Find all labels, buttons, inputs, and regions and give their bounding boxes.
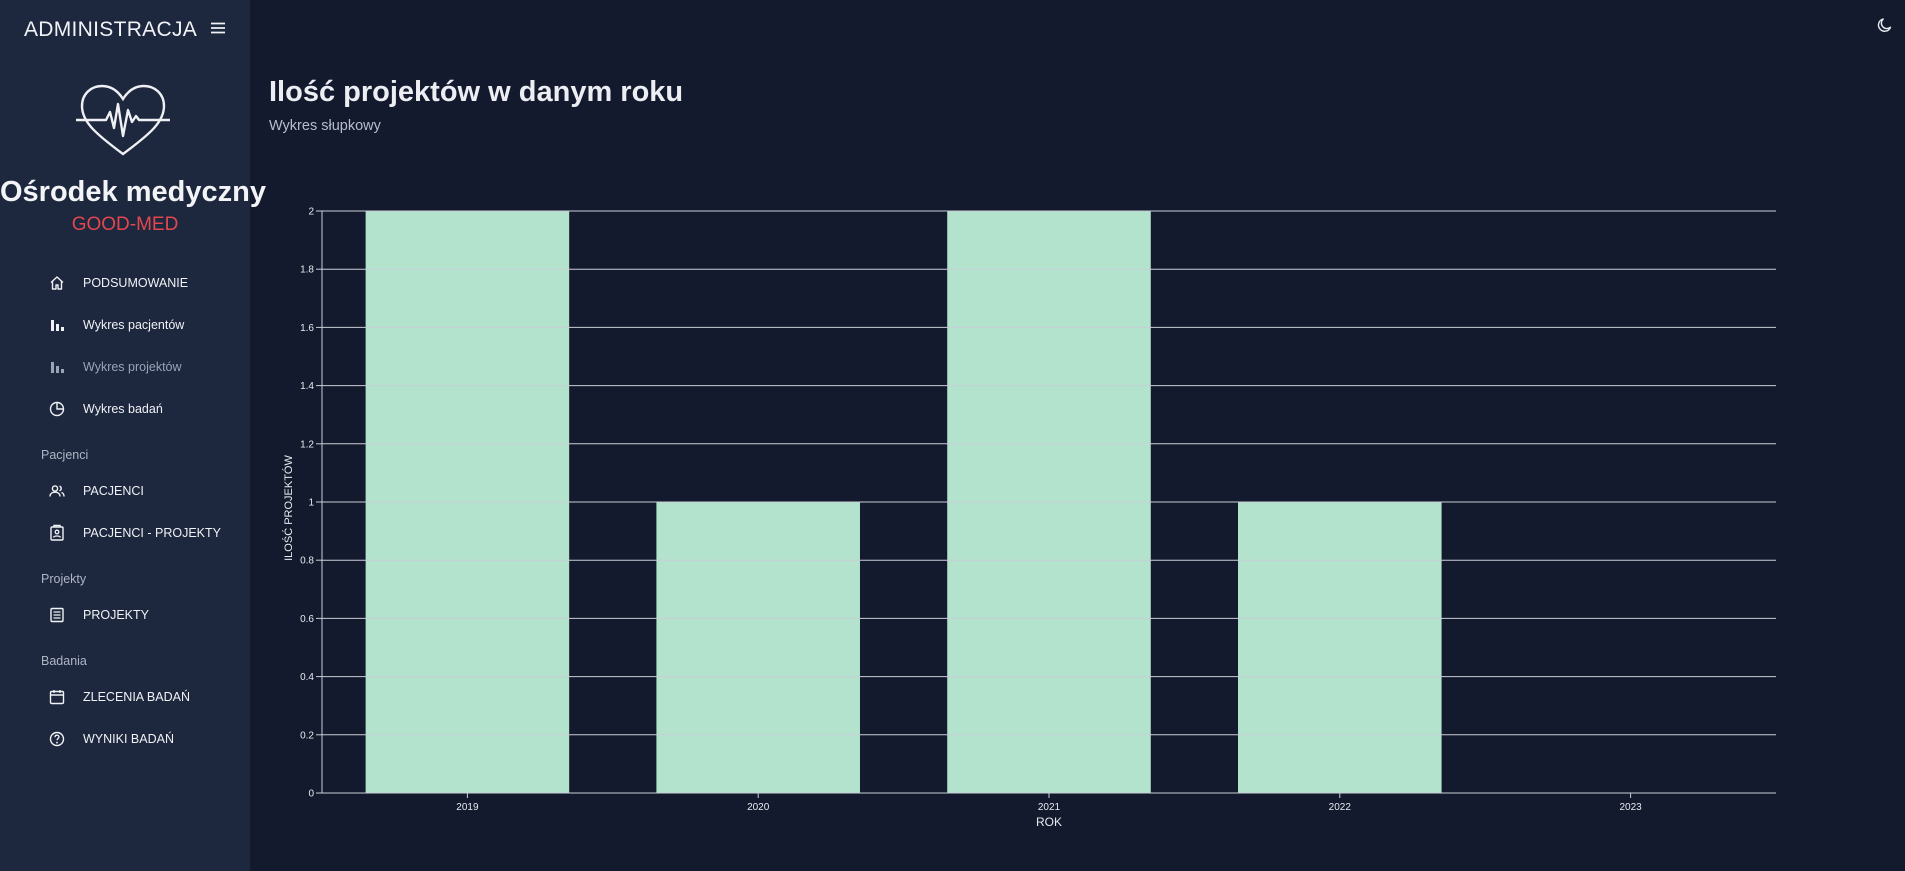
nav-item-zlecenia-badan[interactable]: ZLECENIA BADAŃ: [48, 685, 190, 709]
help-circle-icon: [49, 731, 65, 747]
section-label-badania: Badania: [41, 654, 87, 668]
y-tick-label: 1.8: [300, 265, 314, 276]
x-axis-label: ROK: [1036, 815, 1062, 829]
x-tick-label: 2020: [747, 802, 770, 813]
nav-item-label: Wykres pacjentów: [83, 318, 185, 332]
x-tick-label: 2022: [1329, 802, 1352, 813]
sidebar: ADMINISTRACJA Ośrodek medyczny GOOD-MED …: [0, 0, 266, 871]
pie-chart-icon: [49, 401, 65, 417]
section-label-projekty: Projekty: [41, 572, 87, 586]
x-tick-label: 2023: [1619, 802, 1642, 813]
heart-pulse-logo-icon: [76, 84, 170, 156]
dark-mode-moon-icon[interactable]: [1876, 16, 1894, 34]
nav-item-label: Wykres projektów: [83, 360, 182, 374]
nav-item-wyniki-badan[interactable]: WYNIKI BADAŃ: [48, 727, 174, 751]
y-tick-label: 0.6: [300, 614, 314, 625]
nav-item-label: PACJENCI: [83, 484, 144, 498]
nav-item-label: PACJENCI - PROJEKTY: [83, 526, 221, 540]
nav-item-label: Wykres badań: [83, 402, 163, 416]
nav-item-label: PODSUMOWANIE: [83, 276, 189, 290]
projects-bar-chart: 0 0.2 0.4 0.6 0.8 1 1.2 1.4 1.6 1.8 2 2019 2020 2021 2…: [282, 207, 1776, 829]
page-subtitle: Wykres słupkowy: [269, 118, 381, 134]
home-icon: [50, 276, 64, 290]
y-tick-label: 1.4: [300, 381, 314, 392]
y-tick-label: 1.2: [300, 439, 314, 450]
badge-icon: [50, 524, 64, 541]
bar-2022: [1238, 502, 1442, 793]
y-tick-label: 0: [308, 789, 314, 800]
calendar-icon: [49, 690, 65, 705]
y-tick-label: 1: [308, 498, 314, 509]
nav-item-label: PROJEKTY: [83, 608, 149, 622]
sidebar-title: ADMINISTRACJA: [23, 18, 196, 41]
section-label-pacjenci: Pacjenci: [41, 448, 89, 462]
x-tick-label: 2019: [456, 802, 479, 813]
y-tick-label: 0.4: [300, 672, 314, 683]
y-tick-label: 0.8: [300, 556, 314, 567]
x-tick-label: 2021: [1038, 802, 1061, 813]
sidebar-header: ADMINISTRACJA: [0, 18, 250, 42]
y-tick-label: 0.2: [300, 730, 314, 741]
bar-chart-icon: [51, 362, 64, 373]
nav-item-pacjenci[interactable]: PACJENCI: [48, 479, 144, 503]
bar-2020: [656, 502, 860, 793]
nav-item-label: WYNIKI BADAŃ: [83, 732, 174, 746]
y-axis-label: ILOŚĆ PROJEKTÓW: [282, 455, 295, 561]
menu-icon[interactable]: [210, 16, 226, 40]
nav-item-projekty[interactable]: PROJEKTY: [48, 603, 149, 627]
org-subtitle: GOOD-MED: [71, 214, 179, 235]
y-tick-label: 1.6: [300, 323, 314, 334]
list-icon: [50, 607, 64, 623]
nav-item-wykres-badan[interactable]: Wykres badań: [48, 397, 163, 421]
nav-item-pacjenci-projekty[interactable]: PACJENCI - PROJEKTY: [48, 521, 221, 545]
y-tick-label: 2: [308, 207, 314, 218]
nav-item-wykres-pacjentow[interactable]: Wykres pacjentów: [48, 313, 184, 337]
nav-item-podsumowanie[interactable]: PODSUMOWANIE: [48, 271, 188, 295]
users-icon: [49, 485, 65, 497]
org-name: Ośrodek medyczny: [0, 176, 266, 208]
bar-chart-icon: [51, 320, 64, 331]
page-title: Ilość projektów w danym roku: [269, 76, 684, 108]
nav-item-wykres-projektow[interactable]: Wykres projektów: [48, 355, 182, 379]
nav-item-label: ZLECENIA BADAŃ: [83, 690, 190, 704]
